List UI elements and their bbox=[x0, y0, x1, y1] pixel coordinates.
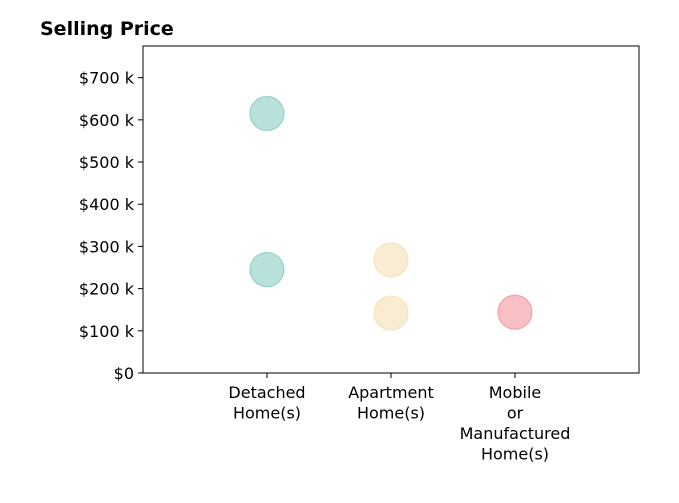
data-point bbox=[497, 294, 533, 330]
chart-title: Selling Price bbox=[40, 18, 174, 40]
y-tick-label: $100 k bbox=[79, 322, 135, 341]
x-tick-label: Apartment Home(s) bbox=[348, 383, 434, 423]
y-tick-label: $200 k bbox=[79, 280, 135, 299]
x-tick-label: Mobile or Manufactured Home(s) bbox=[460, 383, 571, 464]
data-point bbox=[373, 295, 409, 331]
data-point bbox=[249, 252, 285, 288]
y-tick-label: $400 k bbox=[79, 195, 135, 214]
plot-area: $0 $100 k $200 k $300 k $400 k $500 k $600 k $7… bbox=[79, 45, 640, 464]
y-tick-label: $0 bbox=[114, 364, 134, 383]
y-tick-label: $700 k bbox=[79, 69, 135, 88]
y-tick-label: $600 k bbox=[79, 111, 135, 130]
y-tick-label: $300 k bbox=[79, 237, 135, 256]
data-point bbox=[373, 242, 409, 278]
x-tick-label: Detached Home(s) bbox=[228, 383, 305, 423]
y-tick-label: $500 k bbox=[79, 153, 135, 172]
data-point bbox=[249, 95, 285, 132]
